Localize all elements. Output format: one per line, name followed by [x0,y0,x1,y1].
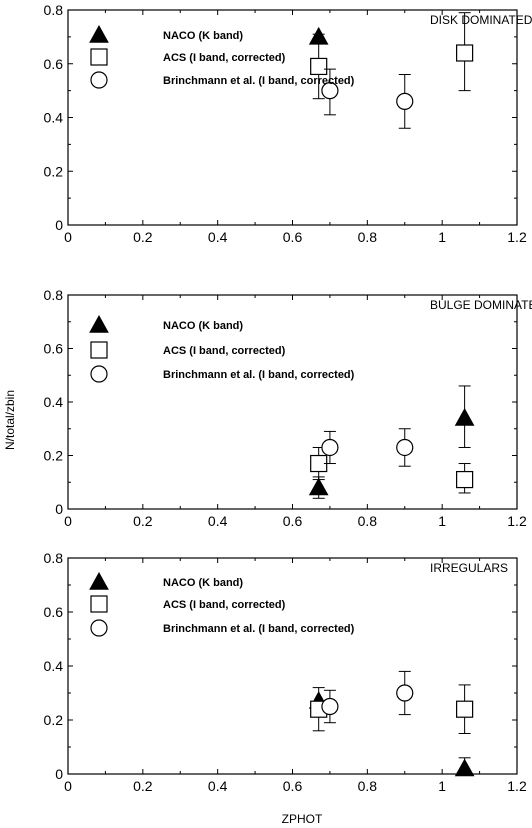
legend-marker-acs-i-band-corrected [90,48,108,66]
x-tick-label: 1 [438,778,446,794]
y-tick-label: 0 [55,501,63,517]
data-point-brinchmann-et-al-i-band-corrected [396,438,414,457]
data-point-brinchmann-et-al-i-band-corrected [396,92,414,110]
x-tick-label: 1.2 [507,513,527,529]
y-tick-label: 0.4 [44,658,64,674]
x-tick-label: 0.2 [133,778,153,794]
legend-label-acs-i-band-corrected: ACS (I band, corrected) [163,345,286,357]
data-point-brinchmann-et-al-i-band-corrected [396,684,414,702]
y-tick-label: 0.2 [44,448,64,464]
x-tick-label: 0.8 [358,513,378,529]
y-tick-label: 0.6 [44,604,64,620]
data-point-acs-i-band-corrected [456,470,474,489]
data-point-naco-k-band [454,408,475,426]
x-tick-label: 0.6 [283,778,303,794]
y-tick-label: 0.4 [44,394,64,410]
x-tick-label: 0 [64,778,72,794]
panel-title-irregulars: IRREGULARS [430,561,508,575]
legend-marker-brinchmann-et-al-i-band-corrected [90,365,108,383]
panel-bulge-dominated: 0 0.2 0.4 0.6 0.8 1 1.2 0 0.2 0.4 0.6 0.8 BULGE DOMI… [44,287,532,529]
data-point-acs-i-band-corrected [456,700,474,718]
x-tick-label: 0 [64,513,72,529]
legend-marker-brinchmann-et-al-i-band-corrected [90,71,108,89]
data-point-brinchmann-et-al-i-band-corrected [321,82,339,100]
y-tick-label: 0.8 [44,550,64,566]
legend-label-naco-k-band: NACO (K band) [163,320,243,332]
panel-irregulars: 0 0.2 0.4 0.6 0.8 1 1.2 0 0.2 0.4 0.6 0.8 IRREGULARS… [44,550,527,794]
x-tick-label: 1.2 [507,229,527,245]
plot-frame [67,294,518,510]
x-tick-label: 1 [438,229,446,245]
legend-label-acs-i-band-corrected: ACS (I band, corrected) [163,52,286,64]
x-tick-label: 1.2 [507,778,527,794]
y-tick-label: 0.8 [44,287,64,303]
y-tick-label: 0.6 [44,56,64,72]
legend-label-naco-k-band: NACO (K band) [163,30,243,42]
x-tick-label: 0.4 [208,229,228,245]
y-tick-label: 0.6 [44,341,64,357]
legend-marker-naco-k-band [89,571,109,590]
x-tick-label: 0.4 [208,778,228,794]
x-tick-label: 0.6 [283,229,303,245]
legend-marker-acs-i-band-corrected [90,595,108,613]
y-tick-label: 0.4 [44,110,64,126]
y-tick-label: 0.8 [44,2,64,18]
x-tick-label: 0.6 [283,513,303,529]
data-point-acs-i-band-corrected [456,44,474,62]
x-tick-label: 0.8 [358,229,378,245]
y-tick-label: 0.2 [44,163,64,179]
data-point-naco-k-band [454,758,475,777]
x-tick-label: 0.2 [133,229,153,245]
panel-disk-dominated: 0 0.2 0.4 0.6 0.8 1 1.2 0 0.2 0.4 0.6 0.8 DISK DOMIN… [44,2,532,245]
data-point-acs-i-band-corrected [310,57,328,76]
data-point-brinchmann-et-al-i-band-corrected [321,438,339,457]
x-tick-label: 1 [438,513,446,529]
legend-marker-naco-k-band [89,24,109,43]
plot-frame [67,9,518,226]
legend-label-acs-i-band-corrected: ACS (I band, corrected) [163,599,286,611]
plot-frame [67,557,518,775]
data-point-naco-k-band [308,477,329,496]
panel-title-bulge-dominated: BULGE DOMINATED [430,298,532,312]
data-point-brinchmann-et-al-i-band-corrected [321,697,339,716]
legend-marker-naco-k-band [89,314,109,333]
y-tick-label: 0 [55,217,63,233]
legend-marker-acs-i-band-corrected [90,341,108,359]
x-axis-label: ZPHOT [282,812,323,826]
legend-label-naco-k-band: NACO (K band) [163,577,243,589]
y-axis-label: N/total/zbin [3,390,17,450]
legend-label-brinchmann-et-al-i-band-corrected: Brinchmann et al. (I band, corrected) [163,369,355,381]
legend-label-brinchmann-et-al-i-band-corrected: Brinchmann et al. (I band, corrected) [163,623,355,635]
x-tick-label: 0.8 [358,778,378,794]
y-tick-label: 0 [55,766,63,782]
y-tick-label: 0.2 [44,712,64,728]
legend-marker-brinchmann-et-al-i-band-corrected [90,619,108,637]
legend-label-brinchmann-et-al-i-band-corrected: Brinchmann et al. (I band, corrected) [163,75,355,87]
x-tick-label: 0.4 [208,513,228,529]
x-tick-label: 0 [64,229,72,245]
x-tick-label: 0.2 [133,513,153,529]
panel-title-disk-dominated: DISK DOMINATED [430,13,532,27]
